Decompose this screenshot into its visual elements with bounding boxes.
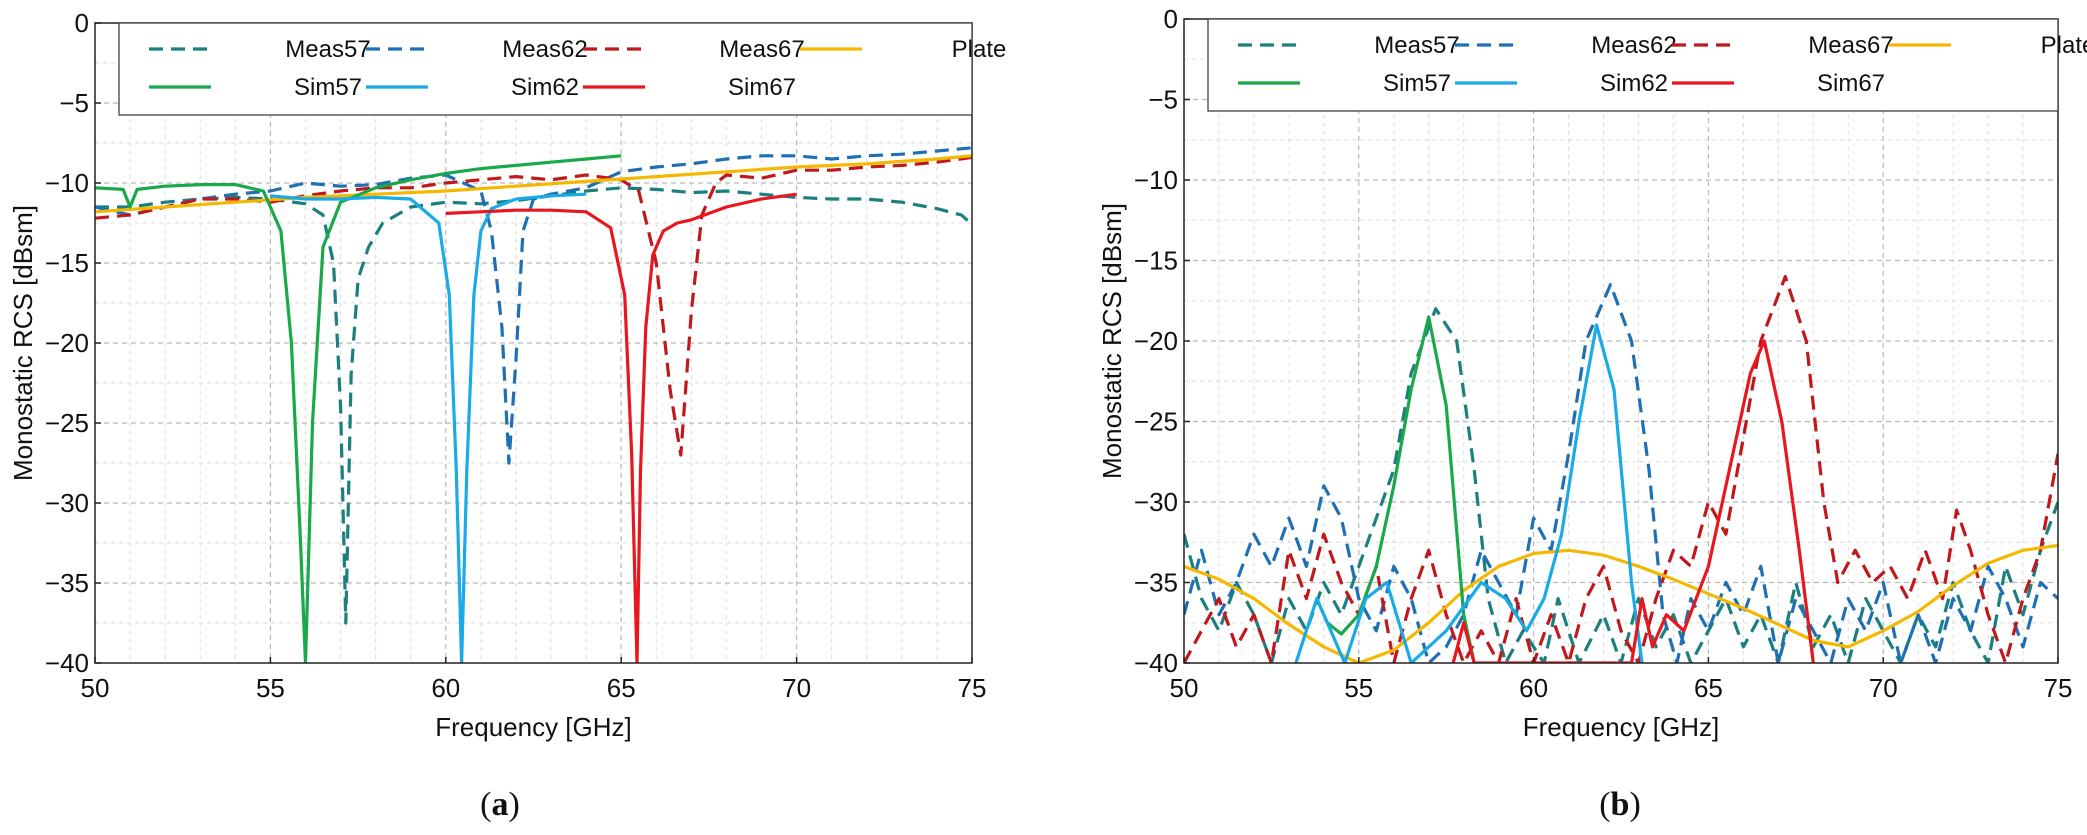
x-tick-label: 65 <box>607 673 636 703</box>
legend-box <box>118 22 973 116</box>
legend-label-sim62: Sim62 <box>1600 70 1668 97</box>
y-tick-label: −25 <box>45 408 89 438</box>
legend-label-meas62: Meas62 <box>1591 32 1676 59</box>
series-line-meas67 <box>1184 275 2058 663</box>
series-line-meas62 <box>1184 283 2058 663</box>
legend-label-sim57: Sim57 <box>294 74 362 101</box>
legend-label-meas62: Meas62 <box>502 36 587 63</box>
x-tick-label: 55 <box>256 673 285 703</box>
y-tick-label: −5 <box>1148 85 1178 115</box>
y-axis-label: Monostatic RCS [dBsm] <box>1097 203 1127 479</box>
panel-label: (b) <box>1599 786 1641 823</box>
legend-label-sim57: Sim57 <box>1383 70 1451 97</box>
x-tick-label: 70 <box>782 673 811 703</box>
legend-box <box>1207 18 2059 112</box>
panel-label: (a) <box>480 786 520 823</box>
y-tick-label: −5 <box>59 88 89 118</box>
legend-label-sim67: Sim67 <box>728 74 796 101</box>
y-tick-label: −15 <box>45 248 89 278</box>
x-axis-label: Frequency [GHz] <box>435 712 632 742</box>
series-line-meas62 <box>95 146 972 465</box>
y-tick-label: −15 <box>1134 246 1178 276</box>
y-tick-label: −30 <box>45 488 89 518</box>
legend-label-sim62: Sim62 <box>511 74 579 101</box>
series-line-sim57 <box>1315 315 1476 663</box>
series-line-sim62 <box>270 192 587 663</box>
y-tick-label: −20 <box>45 328 89 358</box>
plot-frame <box>94 22 973 664</box>
legend-label-meas57: Meas57 <box>1374 32 1459 59</box>
y-tick-label: −10 <box>45 168 89 198</box>
legend-label-meas67: Meas67 <box>719 36 804 63</box>
series-line-sim57 <box>95 154 622 663</box>
series-line-meas57 <box>95 186 972 625</box>
legend-label-meas67: Meas67 <box>1808 32 1893 59</box>
legend-label-meas57: Meas57 <box>285 36 370 63</box>
x-tick-label: 75 <box>2044 673 2073 703</box>
y-tick-label: −40 <box>1134 648 1178 678</box>
x-tick-label: 50 <box>81 673 110 703</box>
legend-label-plate: Plate <box>2041 32 2087 59</box>
y-tick-label: −30 <box>1134 487 1178 517</box>
y-tick-label: 0 <box>1164 4 1178 34</box>
x-tick-label: 55 <box>1344 673 1373 703</box>
x-tick-label: 60 <box>431 673 460 703</box>
x-tick-label: 50 <box>1170 673 1199 703</box>
y-tick-label: −35 <box>1134 568 1178 598</box>
y-axis-label: Monostatic RCS [dBsm] <box>8 205 38 481</box>
x-axis-label: Frequency [GHz] <box>1523 712 1720 742</box>
series-line-sim67 <box>445 192 797 663</box>
series-line-sim62 <box>1294 323 1644 663</box>
y-tick-label: −40 <box>45 648 89 678</box>
x-tick-label: 65 <box>1694 673 1723 703</box>
y-tick-label: −35 <box>45 568 89 598</box>
y-tick-label: −25 <box>1134 407 1178 437</box>
chart-panel-a: 50 55 60 65 70 75 0 −5 −10 −15 −20 −25 −30 −35 −40 Freq… <box>8 8 1006 823</box>
chart-panel-b: 50 55 60 65 70 75 0 −5 −10 −15 −20 −25 −30 −35 −40 Freq… <box>1097 4 2087 823</box>
y-tick-label: −10 <box>1134 165 1178 195</box>
series-line-plate <box>1184 543 2058 663</box>
x-tick-label: 70 <box>1869 673 1898 703</box>
x-tick-label: 60 <box>1519 673 1548 703</box>
legend-label-sim67: Sim67 <box>1817 70 1885 97</box>
x-tick-label: 75 <box>958 673 987 703</box>
legend-label-plate: Plate <box>952 36 1007 63</box>
series-line-meas57 <box>1184 307 2058 663</box>
series-line-plate <box>95 154 972 214</box>
series-line-sim67 <box>1451 339 1815 663</box>
y-tick-label: 0 <box>75 8 89 38</box>
y-tick-label: −20 <box>1134 326 1178 356</box>
